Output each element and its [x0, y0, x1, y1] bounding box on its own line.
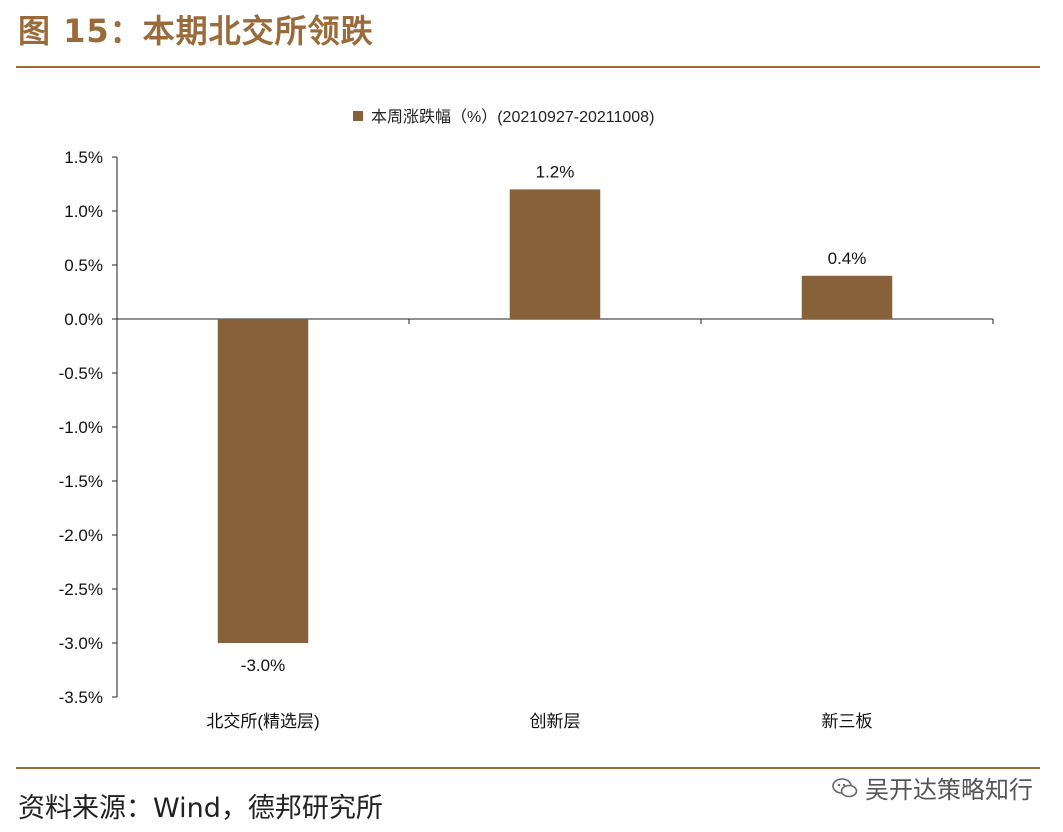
y-tick-label: -2.5%	[59, 580, 103, 599]
wechat-icon	[831, 777, 859, 799]
watermark-text: 吴开达策略知行	[865, 776, 1033, 804]
y-tick-label: -0.5%	[59, 364, 103, 383]
watermark: 吴开达策略知行	[831, 770, 1033, 805]
data-label: 0.4%	[828, 249, 867, 268]
bars	[217, 189, 893, 643]
source-note: 资料来源：Wind，德邦研究所	[18, 793, 383, 824]
bottom-divider	[16, 767, 1040, 769]
legend: 本周涨跌幅（%）(20210927-20211008)	[353, 108, 654, 126]
y-tick-label: 1.5%	[64, 148, 103, 167]
y-tick-label: 0.5%	[64, 256, 103, 275]
x-tick-label: 北交所(精选层)	[206, 712, 319, 731]
y-tick-label: -2.0%	[59, 526, 103, 545]
y-tick-label: -3.5%	[59, 688, 103, 707]
y-tick-label: 1.0%	[64, 202, 103, 221]
bar	[801, 275, 893, 319]
data-label: 1.2%	[536, 162, 575, 181]
y-tick-label: -3.0%	[59, 634, 103, 653]
bar	[217, 319, 309, 643]
x-tick-label: 新三板	[822, 712, 873, 731]
y-tick-label: 0.0%	[64, 310, 103, 329]
data-label: -3.0%	[241, 656, 285, 675]
x-tick-label: 创新层	[530, 712, 581, 731]
bar-chart: 本周涨跌幅（%）(20210927-20211008) 1.5% 1.0% 0.5%…	[59, 108, 994, 731]
figure-title: 图 15：本期北交所领跌	[18, 12, 374, 50]
y-tick-label: -1.5%	[59, 472, 103, 491]
top-divider	[16, 66, 1040, 68]
chart-area: 本周涨跌幅（%）(20210927-20211008) 1.5% 1.0% 0.5%…	[0, 80, 1063, 760]
legend-swatch	[353, 111, 363, 121]
y-tick-label: -1.0%	[59, 418, 103, 437]
data-labels: -3.0% 1.2% 0.4%	[241, 162, 867, 675]
bar	[509, 189, 601, 319]
legend-label: 本周涨跌幅（%）(20210927-20211008)	[371, 108, 654, 126]
